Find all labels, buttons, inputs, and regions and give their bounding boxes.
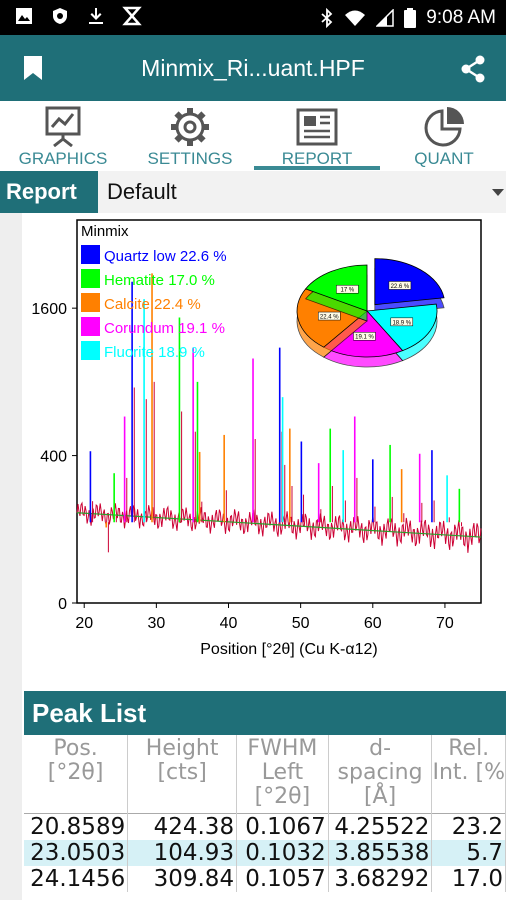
battery-icon (404, 7, 417, 28)
y-tick-label: 0 (58, 596, 67, 613)
y-tick-label: 400 (40, 449, 67, 466)
table-row[interactable]: 20.8589 424.38 0.1067 4.25522 23.2 (24, 812, 506, 840)
x-tick-label: 40 (220, 615, 238, 632)
cell-fwhm: 0.1057 (236, 865, 329, 892)
cell-fwhm: 0.1067 (236, 812, 329, 840)
cell-height: 104.93 (127, 839, 238, 866)
pie-label-box (336, 284, 359, 294)
legend-label: Fluorite 18.9 % (104, 344, 205, 361)
col-header-rel-int[interactable]: Rel. Int. [% (431, 735, 506, 813)
cell-height: 309.84 (127, 865, 238, 892)
status-time: 9:08 AM (426, 6, 496, 28)
pie-slice (366, 303, 438, 352)
file-title: Minmix_Ri...uant.HPF (141, 55, 365, 81)
tab-quant[interactable]: QUANT (381, 101, 506, 171)
signal-icon (376, 8, 395, 27)
x-tick-label: 20 (75, 615, 93, 632)
cell-pos: 20.8589 (24, 812, 129, 840)
tab-graphics[interactable]: GRAPHICS (0, 101, 126, 171)
download-icon (89, 8, 103, 24)
newspaper-icon (296, 108, 338, 146)
tab-bar: GRAPHICS SETTINGS REPORT QUANT (0, 101, 506, 171)
bluetooth-icon (321, 7, 333, 28)
pie-slice-label: 19.1 % (355, 335, 374, 341)
legend-swatch (81, 341, 100, 360)
share-icon[interactable] (460, 55, 486, 83)
left-gutter (0, 213, 22, 900)
pie-label-box (390, 317, 414, 327)
legend-label: Calcite 22.4 % (104, 296, 201, 313)
peak-table-header: Pos. [°2θ] Height [cts] FWHM Left [°2θ] d-sp… (24, 735, 506, 813)
pie-label-box (388, 281, 412, 290)
shield-icon (53, 8, 67, 24)
bookmark-icon[interactable] (22, 55, 44, 81)
pie-slice-label: 17 % (341, 288, 355, 294)
legend-label: Quartz low 22.6 % (104, 248, 227, 265)
y-tick-label: 1600 (31, 301, 67, 318)
cell-height: 424.38 (127, 812, 238, 840)
cell-rel-int: 17.0 (431, 865, 506, 892)
legend-swatch (81, 245, 100, 264)
pie-slice-label: 18.9 % (392, 320, 411, 326)
dropdown-caret-icon[interactable] (492, 189, 504, 196)
cell-pos: 24.1456 (24, 865, 129, 892)
tab-report[interactable]: REPORT (254, 101, 380, 171)
cell-d-spacing: 3.85538 (328, 839, 433, 866)
x-tick-label: 60 (364, 615, 382, 632)
diffractogram-chart: 0 400 1600 20 30 40 50 60 70 Position [°2θ] (Cu K… (22, 213, 506, 683)
peak-table: Pos. [°2θ] Height [cts] FWHM Left [°2θ] d-sp… (24, 735, 506, 892)
app-bar: Minmix_Ri...uant.HPF (0, 35, 506, 101)
status-bar: 9:08 AM (0, 0, 506, 35)
x-tick-label: 50 (292, 615, 310, 632)
tab-report-label: REPORT (281, 149, 353, 168)
cell-rel-int: 23.2 (431, 812, 506, 840)
selected-tab-indicator (254, 166, 380, 170)
col-header-pos[interactable]: Pos. [°2θ] (24, 735, 129, 813)
legend-swatch (81, 269, 100, 288)
gallery-icon (16, 8, 32, 24)
col-header-height[interactable]: Height [cts] (127, 735, 238, 813)
wifi-icon (345, 10, 366, 26)
tab-quant-label: QUANT (414, 149, 474, 168)
presentation-chart-icon (45, 106, 81, 147)
cell-pos: 23.0503 (24, 839, 129, 866)
pie-chart-icon (424, 107, 464, 147)
gear-icon (171, 108, 209, 146)
peak-list: Peak List Pos. [°2θ] Height [cts] FWHM Left… (24, 691, 506, 900)
chart-svg: 0 400 1600 20 30 40 50 60 70 Position [°2θ] (Cu K… (31, 219, 482, 658)
pie-label-box (353, 331, 376, 341)
pie-slice-label: 22.4 % (320, 315, 339, 321)
cell-fwhm: 0.1032 (236, 839, 329, 866)
table-row[interactable]: 23.0503 104.93 0.1032 3.85538 5.7 (24, 839, 506, 866)
tab-graphics-label: GRAPHICS (18, 149, 108, 168)
app-notification-icon (122, 6, 142, 26)
report-selector[interactable]: Report Default (0, 171, 506, 213)
cell-d-spacing: 4.25522 (328, 812, 433, 840)
pie-slice-label: 22.6 % (391, 284, 410, 290)
chart-title: Minmix (81, 223, 129, 240)
cell-rel-int: 5.7 (431, 839, 506, 866)
col-header-d-spacing[interactable]: d-spacing [Å] (328, 735, 433, 813)
cell-d-spacing: 3.68292 (328, 865, 433, 892)
table-row[interactable]: 24.1456 309.84 0.1057 3.68292 17.0 (24, 865, 506, 892)
col-header-fwhm[interactable]: FWHM Left [°2θ] (236, 735, 329, 813)
report-dropdown-value[interactable]: Default (107, 179, 177, 204)
tab-settings[interactable]: SETTINGS (127, 101, 253, 171)
legend-swatch (81, 293, 100, 312)
x-tick-label: 30 (147, 615, 165, 632)
legend-swatch (81, 317, 100, 336)
report-label: Report (0, 171, 98, 213)
x-tick-label: 70 (436, 615, 454, 632)
tab-settings-label: SETTINGS (147, 149, 233, 168)
pie-label-box (318, 311, 341, 321)
legend-label: Corundum 19.1 % (104, 320, 225, 337)
legend-label: Hematite 17.0 % (104, 272, 215, 289)
peak-list-title: Peak List (24, 691, 506, 735)
x-axis-label: Position [°2θ] (Cu K-α12) (200, 641, 378, 658)
